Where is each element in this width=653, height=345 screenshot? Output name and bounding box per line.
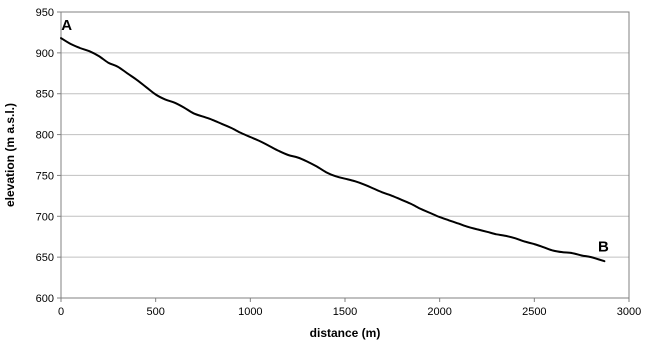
x-tick-label: 2000 bbox=[427, 306, 451, 318]
x-tick-label: 3000 bbox=[617, 306, 641, 318]
annotations: AB bbox=[61, 17, 609, 255]
y-tick-label: 900 bbox=[36, 48, 54, 60]
x-axis-ticks: 0 500 1000 1500 2000 2500 3000 bbox=[58, 298, 641, 318]
y-axis-label: elevation (m a.s.l.) bbox=[3, 103, 17, 207]
elevation-line bbox=[60, 37, 606, 263]
x-tick-label: 1000 bbox=[238, 306, 262, 318]
y-tick-label: 800 bbox=[36, 130, 54, 142]
x-tick-label: 1500 bbox=[333, 306, 357, 318]
y-tick-label: 750 bbox=[36, 170, 54, 182]
x-axis-label: distance (m) bbox=[310, 326, 381, 340]
point-label-b: B bbox=[598, 238, 609, 255]
x-tick-label: 2500 bbox=[522, 306, 546, 318]
plot-frame bbox=[60, 11, 630, 299]
gridlines bbox=[61, 52, 629, 258]
x-tick-label: 0 bbox=[58, 306, 64, 318]
y-axis-ticks: 600 650 700 750 800 850 900 950 bbox=[36, 7, 61, 305]
y-tick-label: 950 bbox=[36, 7, 54, 19]
y-tick-label: 700 bbox=[36, 211, 54, 223]
y-tick-label: 650 bbox=[36, 252, 54, 264]
y-tick-label: 600 bbox=[36, 293, 54, 305]
y-tick-label: 850 bbox=[36, 89, 54, 101]
x-tick-label: 500 bbox=[146, 306, 164, 318]
point-label-a: A bbox=[61, 17, 72, 34]
